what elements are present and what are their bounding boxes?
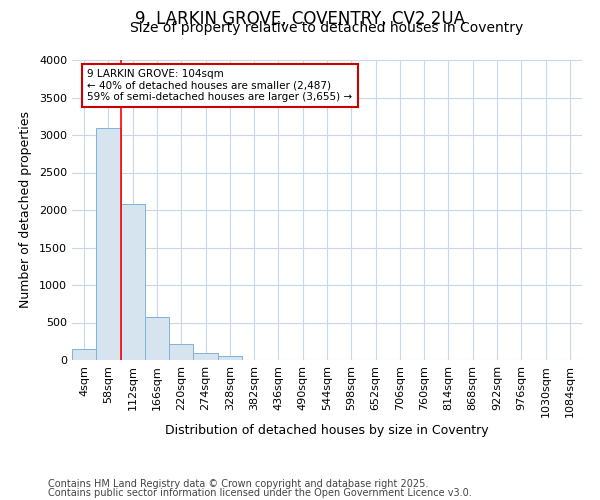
Bar <box>121 204 145 360</box>
Bar <box>169 344 193 360</box>
Text: 9, LARKIN GROVE, COVENTRY, CV2 2UA: 9, LARKIN GROVE, COVENTRY, CV2 2UA <box>135 10 465 28</box>
Bar <box>218 356 242 360</box>
Bar <box>96 128 121 360</box>
Bar <box>145 318 169 360</box>
Title: Size of property relative to detached houses in Coventry: Size of property relative to detached ho… <box>130 21 524 35</box>
Text: Contains public sector information licensed under the Open Government Licence v3: Contains public sector information licen… <box>48 488 472 498</box>
Text: 9 LARKIN GROVE: 104sqm
← 40% of detached houses are smaller (2,487)
59% of semi-: 9 LARKIN GROVE: 104sqm ← 40% of detached… <box>88 69 352 102</box>
X-axis label: Distribution of detached houses by size in Coventry: Distribution of detached houses by size … <box>165 424 489 437</box>
Bar <box>72 349 96 360</box>
Bar <box>193 353 218 360</box>
Y-axis label: Number of detached properties: Number of detached properties <box>19 112 32 308</box>
Text: Contains HM Land Registry data © Crown copyright and database right 2025.: Contains HM Land Registry data © Crown c… <box>48 479 428 489</box>
